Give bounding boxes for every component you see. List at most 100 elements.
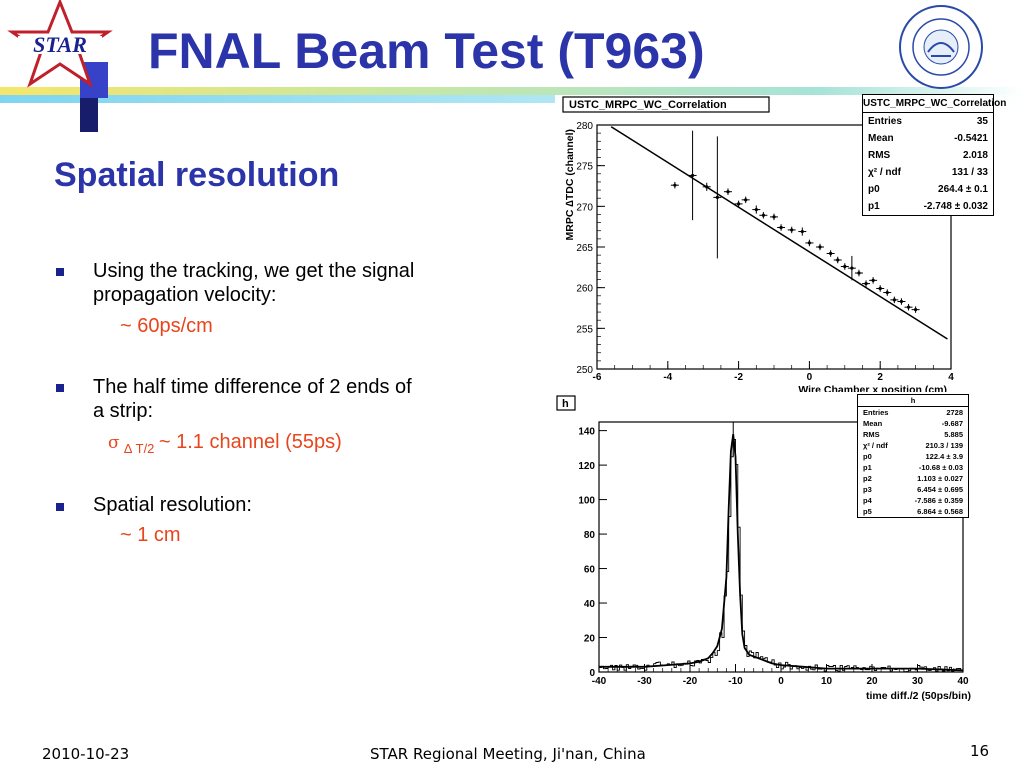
stats-label: χ² / ndf bbox=[868, 167, 901, 178]
stats-row: χ² / ndf 131 / 33 bbox=[863, 164, 993, 181]
y-tick-label: 250 bbox=[576, 365, 593, 376]
bullet-2-result: σ ∆ T/2 ~ 1.1 channel (55ps) bbox=[108, 431, 342, 456]
y-tick-label: 255 bbox=[576, 324, 593, 335]
y-axis-label: MRPC ∆TDC (channel) bbox=[564, 129, 576, 240]
y-tick-label: 260 bbox=[576, 284, 593, 295]
y-tick-label: 280 bbox=[576, 121, 593, 132]
stats-row: χ² / ndf 210.3 / 139 bbox=[858, 440, 968, 451]
stats-value: -0.5421 bbox=[954, 133, 988, 144]
stats-value: 35 bbox=[976, 116, 988, 127]
y-tick-label: 270 bbox=[576, 202, 593, 213]
stats-label: Entries bbox=[863, 408, 889, 417]
stats-label: RMS bbox=[868, 150, 891, 161]
stats-row: Mean -0.5421 bbox=[863, 130, 993, 147]
data-point bbox=[807, 241, 811, 245]
stats-header: h bbox=[858, 395, 968, 407]
bullet-2-line-1: The half time difference of 2 ends of bbox=[93, 376, 412, 398]
data-point bbox=[871, 278, 875, 282]
bullet-2-line-2: a strip: bbox=[93, 400, 154, 422]
x-tick-label: -20 bbox=[683, 676, 698, 687]
stats-value: -9.687 bbox=[941, 419, 963, 428]
x-tick-label: -4 bbox=[663, 372, 672, 383]
x-tick-label: -2 bbox=[734, 372, 743, 383]
x-tick-label: 0 bbox=[778, 676, 784, 687]
data-point bbox=[914, 308, 918, 312]
y-tick-label: 100 bbox=[578, 496, 595, 507]
stats-header: USTC_MRPC_WC_Correlation bbox=[863, 95, 1006, 113]
stats-label: p4 bbox=[863, 496, 872, 505]
x-tick-label: 40 bbox=[957, 676, 969, 687]
fit-curve bbox=[599, 433, 964, 672]
x-tick-label: 0 bbox=[807, 372, 813, 383]
data-point bbox=[761, 213, 765, 217]
sigma-symbol: σ bbox=[108, 433, 120, 453]
y-tick-label: 60 bbox=[584, 565, 596, 576]
header-block-dark bbox=[80, 98, 98, 132]
y-tick-label: 120 bbox=[578, 461, 595, 472]
data-point bbox=[836, 258, 840, 262]
data-point bbox=[726, 190, 730, 194]
star-logo: STAR bbox=[0, 0, 120, 92]
x-tick-label: -30 bbox=[637, 676, 652, 687]
stats-label: p5 bbox=[863, 507, 872, 516]
stats-label: χ² / ndf bbox=[863, 441, 888, 450]
bullet-1-line-1: Using the tracking, we get the signal bbox=[93, 260, 415, 282]
stats-value: -10.68 ± 0.03 bbox=[918, 463, 963, 472]
y-tick-label: 140 bbox=[578, 427, 595, 438]
data-point bbox=[737, 202, 741, 206]
correlation-stats-box: USTC_MRPC_WC_Correlation Entries 35 Mean -0.… bbox=[862, 94, 1006, 216]
data-point bbox=[715, 195, 719, 199]
y-tick-label: 80 bbox=[584, 530, 596, 541]
stats-label: Entries bbox=[868, 116, 902, 127]
data-point bbox=[690, 173, 695, 178]
section-subtitle: Spatial resolution bbox=[54, 156, 340, 194]
x-tick-label: 10 bbox=[821, 676, 833, 687]
slide-title: FNAL Beam Test (T963) bbox=[148, 23, 705, 79]
data-point bbox=[829, 251, 833, 256]
x-tick-label: 4 bbox=[948, 372, 954, 383]
data-point bbox=[878, 286, 882, 291]
data-point bbox=[705, 185, 709, 189]
histogram-stats-box: h Entries 2728 Mean -9.687 RMS 5.885 χ² / ndf 21… bbox=[857, 394, 969, 518]
x-tick-label: 2 bbox=[877, 372, 883, 383]
y-tick-label: 0 bbox=[589, 668, 595, 679]
data-point bbox=[673, 183, 677, 187]
chart-title: USTC_MRPC_WC_Correlation bbox=[569, 99, 727, 111]
stats-value: -2.748 ± 0.032 bbox=[923, 201, 988, 212]
stats-label: RMS bbox=[863, 430, 880, 439]
bullet-3-result: ~ 1 cm bbox=[120, 524, 181, 546]
chart-title: h bbox=[562, 398, 569, 410]
fit-line bbox=[610, 126, 948, 340]
logo-text: STAR bbox=[33, 32, 87, 57]
data-point bbox=[800, 229, 804, 234]
stats-row: p2 1.103 ± 0.027 bbox=[858, 473, 968, 484]
stats-label: p0 bbox=[868, 184, 880, 195]
stats-label: p1 bbox=[868, 201, 880, 212]
footer-date: 2010-10-23 bbox=[42, 745, 130, 763]
bullet-marker-3 bbox=[56, 503, 64, 511]
stats-row: p0 264.4 ± 0.1 bbox=[863, 181, 993, 198]
stats-value: 6.454 ± 0.695 bbox=[917, 485, 963, 494]
x-tick-label: -6 bbox=[593, 372, 602, 383]
x-axis-label: time diff./2 (50ps/bin) bbox=[866, 690, 971, 702]
y-tick-label: 40 bbox=[584, 599, 596, 610]
data-point bbox=[850, 266, 854, 270]
footer-event: STAR Regional Meeting, Ji'nan, China bbox=[370, 745, 646, 763]
y-tick-label: 275 bbox=[576, 162, 593, 173]
data-point bbox=[772, 215, 776, 219]
stats-label: p2 bbox=[863, 474, 872, 483]
data-point bbox=[857, 271, 861, 275]
stats-label: Mean bbox=[868, 133, 894, 144]
data-point bbox=[744, 198, 748, 202]
data-point bbox=[843, 264, 847, 269]
y-tick-label: 20 bbox=[584, 634, 596, 645]
bullet-2-value: ~ 1.1 channel (55ps) bbox=[158, 431, 342, 453]
header-band-cyan bbox=[0, 95, 1024, 103]
stats-row: Entries 2728 bbox=[858, 407, 968, 418]
data-point bbox=[790, 228, 794, 232]
data-point bbox=[779, 225, 783, 230]
bullet-3-line-1: Spatial resolution: bbox=[93, 494, 252, 516]
stats-label: p3 bbox=[863, 485, 872, 494]
stats-row: p5 6.864 ± 0.568 bbox=[858, 506, 968, 517]
university-seal bbox=[898, 4, 984, 90]
